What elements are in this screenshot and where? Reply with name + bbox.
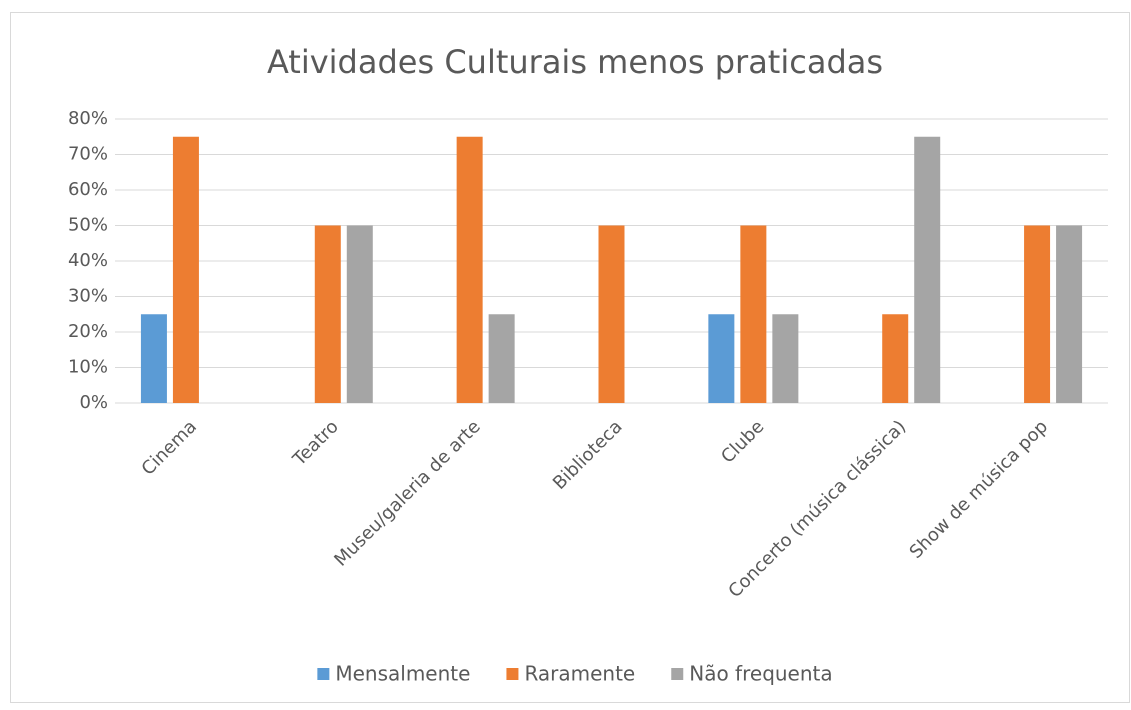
y-tick-label: 30% bbox=[68, 286, 108, 307]
bar bbox=[772, 314, 799, 403]
chart-title: Atividades Culturais menos praticadas bbox=[267, 43, 883, 81]
y-tick-label: 70% bbox=[68, 144, 108, 165]
bar bbox=[488, 314, 515, 403]
bar bbox=[172, 136, 199, 403]
legend-label: Mensalmente bbox=[335, 662, 470, 686]
y-tick-label: 40% bbox=[68, 250, 108, 271]
y-tick-label: 10% bbox=[68, 357, 108, 378]
bar bbox=[882, 314, 909, 403]
bar bbox=[708, 314, 735, 403]
y-tick-label: 20% bbox=[68, 321, 108, 342]
bar bbox=[1024, 225, 1051, 403]
y-tick-label: 50% bbox=[68, 215, 108, 236]
legend-swatch bbox=[506, 668, 519, 680]
bar bbox=[456, 136, 483, 403]
legend-swatch bbox=[671, 668, 684, 680]
bar bbox=[914, 136, 941, 403]
y-tick-label: 0% bbox=[79, 392, 108, 413]
bar bbox=[314, 225, 341, 403]
y-tick-label: 60% bbox=[68, 179, 108, 200]
bar bbox=[1056, 225, 1083, 403]
legend-label: Não frequenta bbox=[689, 662, 832, 686]
y-tick-label: 80% bbox=[68, 108, 108, 129]
legend-swatch bbox=[317, 668, 330, 680]
legend-label: Raramente bbox=[524, 662, 635, 686]
bar bbox=[598, 225, 625, 403]
bar bbox=[346, 225, 373, 403]
bar bbox=[140, 314, 167, 403]
bar bbox=[740, 225, 767, 403]
